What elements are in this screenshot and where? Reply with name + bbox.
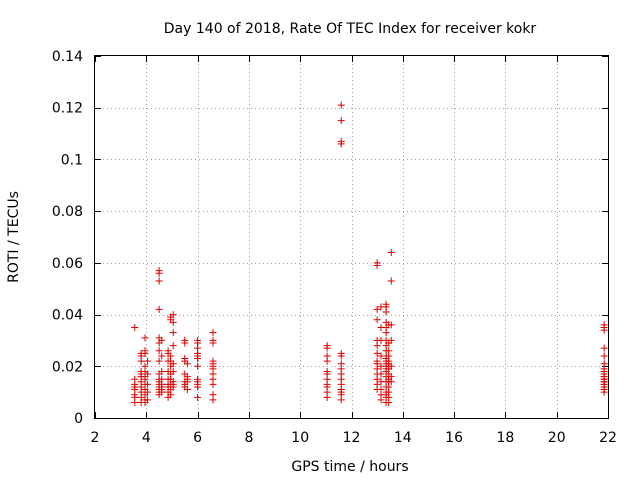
data-point [323, 357, 331, 365]
data-point [373, 316, 381, 324]
data-point [323, 344, 331, 352]
data-point [209, 339, 217, 347]
data-point [337, 117, 345, 125]
plot-frame [94, 55, 609, 419]
data-point [600, 344, 608, 352]
data-point [373, 342, 381, 350]
data-point [144, 370, 152, 378]
data-point [385, 398, 393, 406]
chart-title: Day 140 of 2018, Rate Of TEC Index for r… [164, 21, 537, 37]
data-point [387, 378, 395, 386]
data-point [209, 396, 217, 404]
data-point [209, 329, 217, 337]
data-point [158, 336, 166, 344]
x-tick-label: 20 [548, 430, 566, 446]
data-point [387, 277, 395, 285]
data-point [169, 329, 177, 337]
data-point [169, 318, 177, 326]
data-point [387, 321, 395, 329]
data-point [155, 305, 163, 313]
data-point [600, 352, 608, 360]
data-point [183, 360, 191, 368]
x-tick-label: 12 [343, 430, 361, 446]
x-axis-label: GPS time / hours [291, 459, 408, 475]
data-point [155, 277, 163, 285]
data-point [144, 388, 152, 396]
y-tick-label: 0.14 [52, 49, 83, 65]
data-point [337, 140, 345, 148]
data-point [141, 334, 149, 342]
data-point [382, 308, 390, 316]
data-point [194, 383, 202, 391]
data-point [181, 339, 189, 347]
data-point [131, 324, 139, 331]
x-tick-label: 14 [394, 430, 412, 446]
y-tick-label: 0.04 [52, 308, 83, 324]
data-point [169, 360, 177, 368]
data-point [183, 386, 191, 394]
data-point [600, 326, 608, 334]
data-point [169, 367, 177, 375]
data-point [144, 357, 152, 365]
data-point [144, 380, 152, 388]
points-layer [131, 101, 608, 406]
data-point [209, 380, 217, 388]
tick-layer: 2 4 6 8 10 12 14 16 18 20 22 0 0.02 0.04 0.06 0.08 0.1 0.… [52, 49, 617, 446]
data-point [183, 378, 191, 386]
x-tick-label: 8 [244, 430, 253, 446]
data-point [387, 362, 395, 370]
data-point [387, 336, 395, 344]
y-tick-label: 0.02 [52, 359, 83, 375]
data-point [373, 305, 381, 313]
data-point [377, 396, 385, 404]
data-point [155, 357, 163, 365]
data-point [387, 249, 395, 257]
y-tick-label: 0 [74, 411, 83, 427]
y-tick-label: 0.1 [61, 152, 83, 168]
data-point [158, 352, 166, 360]
data-point [382, 329, 390, 337]
data-point [131, 398, 139, 406]
data-point [373, 349, 381, 357]
data-point [337, 396, 345, 404]
data-point [158, 367, 166, 375]
data-point [169, 383, 177, 391]
x-tick-label: 16 [445, 430, 463, 446]
y-tick-label: 0.06 [52, 256, 83, 272]
x-tick-label: 10 [291, 430, 309, 446]
data-point [144, 396, 152, 404]
data-point [141, 349, 149, 357]
data-point [155, 347, 163, 355]
data-point [337, 352, 345, 360]
data-point [194, 362, 202, 370]
x-tick-label: 2 [91, 430, 100, 446]
x-tick-label: 22 [599, 430, 617, 446]
y-axis-label: ROTI / TECUs [6, 191, 22, 283]
data-point [377, 370, 385, 378]
y-tick-label: 0.08 [52, 204, 83, 220]
x-tick-label: 4 [142, 430, 151, 446]
x-tick-label: 6 [193, 430, 202, 446]
data-point [167, 391, 175, 399]
x-tick-label: 18 [496, 430, 514, 446]
grid-layer [95, 56, 608, 418]
data-point [194, 393, 202, 401]
data-point [169, 342, 177, 350]
data-point [600, 388, 608, 396]
data-point [373, 261, 381, 269]
data-point [337, 101, 345, 109]
data-point [323, 393, 331, 401]
data-point [169, 311, 177, 319]
data-point [158, 388, 166, 396]
data-point [155, 269, 163, 277]
data-point [137, 357, 145, 365]
y-tick-label: 0.12 [52, 101, 83, 117]
data-point [194, 355, 202, 363]
